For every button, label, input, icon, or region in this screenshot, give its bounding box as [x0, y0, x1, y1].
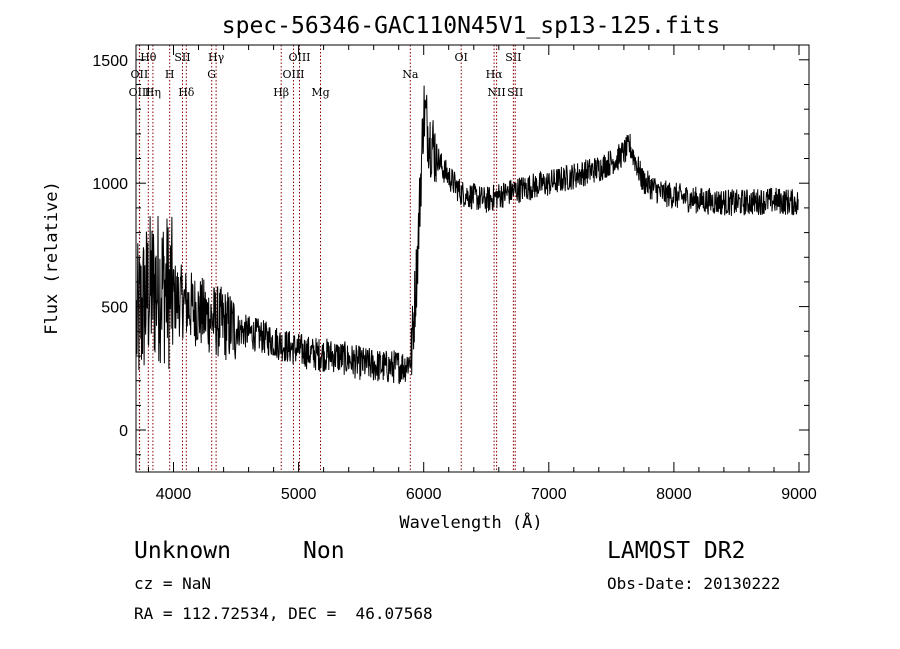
line-label: NII — [487, 86, 505, 99]
line-label: Hδ — [178, 86, 195, 99]
y-tick-label: 0 — [119, 423, 128, 440]
object-class: Unknown — [134, 538, 231, 564]
y-tick-label: 500 — [101, 300, 128, 317]
x-tick-label: 8000 — [656, 486, 692, 503]
x-tick-label: 6000 — [406, 486, 442, 503]
line-label: SII — [505, 51, 521, 64]
spectrum-trace — [136, 85, 799, 385]
line-label: Na — [402, 68, 419, 81]
line-label: SII — [507, 86, 523, 99]
chart-title: spec-56346-GAC110N45V1_sp13-125.fits — [222, 13, 721, 39]
x-axis: 4000 5000 6000 7000 8000 9000 — [148, 45, 817, 503]
line-label: SII — [174, 51, 190, 64]
line-label: OIII — [288, 51, 310, 64]
line-label: G — [207, 68, 216, 81]
y-axis-label: Flux (relative) — [42, 181, 62, 335]
line-label: Hθ — [140, 51, 157, 64]
x-tick-label: 7000 — [531, 486, 567, 503]
spectrum-line — [136, 85, 799, 385]
line-label: OI — [455, 51, 468, 64]
line-label: Hβ — [273, 86, 289, 99]
survey-name: LAMOST DR2 — [607, 538, 746, 564]
redshift-readout: cz = NaN — [134, 574, 212, 593]
x-axis-label: Wavelength (Å) — [399, 511, 542, 533]
line-label: Mg — [311, 86, 329, 99]
spectrum-chart: spec-56346-GAC110N45V1_sp13-125.fits Hθ O… — [42, 13, 817, 533]
x-tick-label: 9000 — [781, 486, 817, 503]
line-label: OIII — [129, 86, 151, 99]
line-label: Hγ — [208, 51, 225, 64]
line-label: Hη — [145, 86, 161, 99]
observation-date: Obs-Date: 20130222 — [607, 574, 781, 593]
line-label: H — [165, 68, 175, 81]
plot-frame — [135, 44, 810, 473]
x-tick-label: 5000 — [281, 486, 317, 503]
x-tick-label: 4000 — [156, 486, 192, 503]
line-label: OIII — [282, 68, 304, 81]
object-subclass: Non — [303, 538, 345, 564]
y-axis: 0 500 1000 1500 — [92, 53, 809, 456]
y-tick-label: 1000 — [92, 176, 128, 193]
line-label: Hα — [486, 68, 504, 81]
y-tick-label: 1500 — [92, 53, 128, 70]
coordinates-readout: RA = 112.72534, DEC = 46.07568 — [134, 604, 433, 623]
